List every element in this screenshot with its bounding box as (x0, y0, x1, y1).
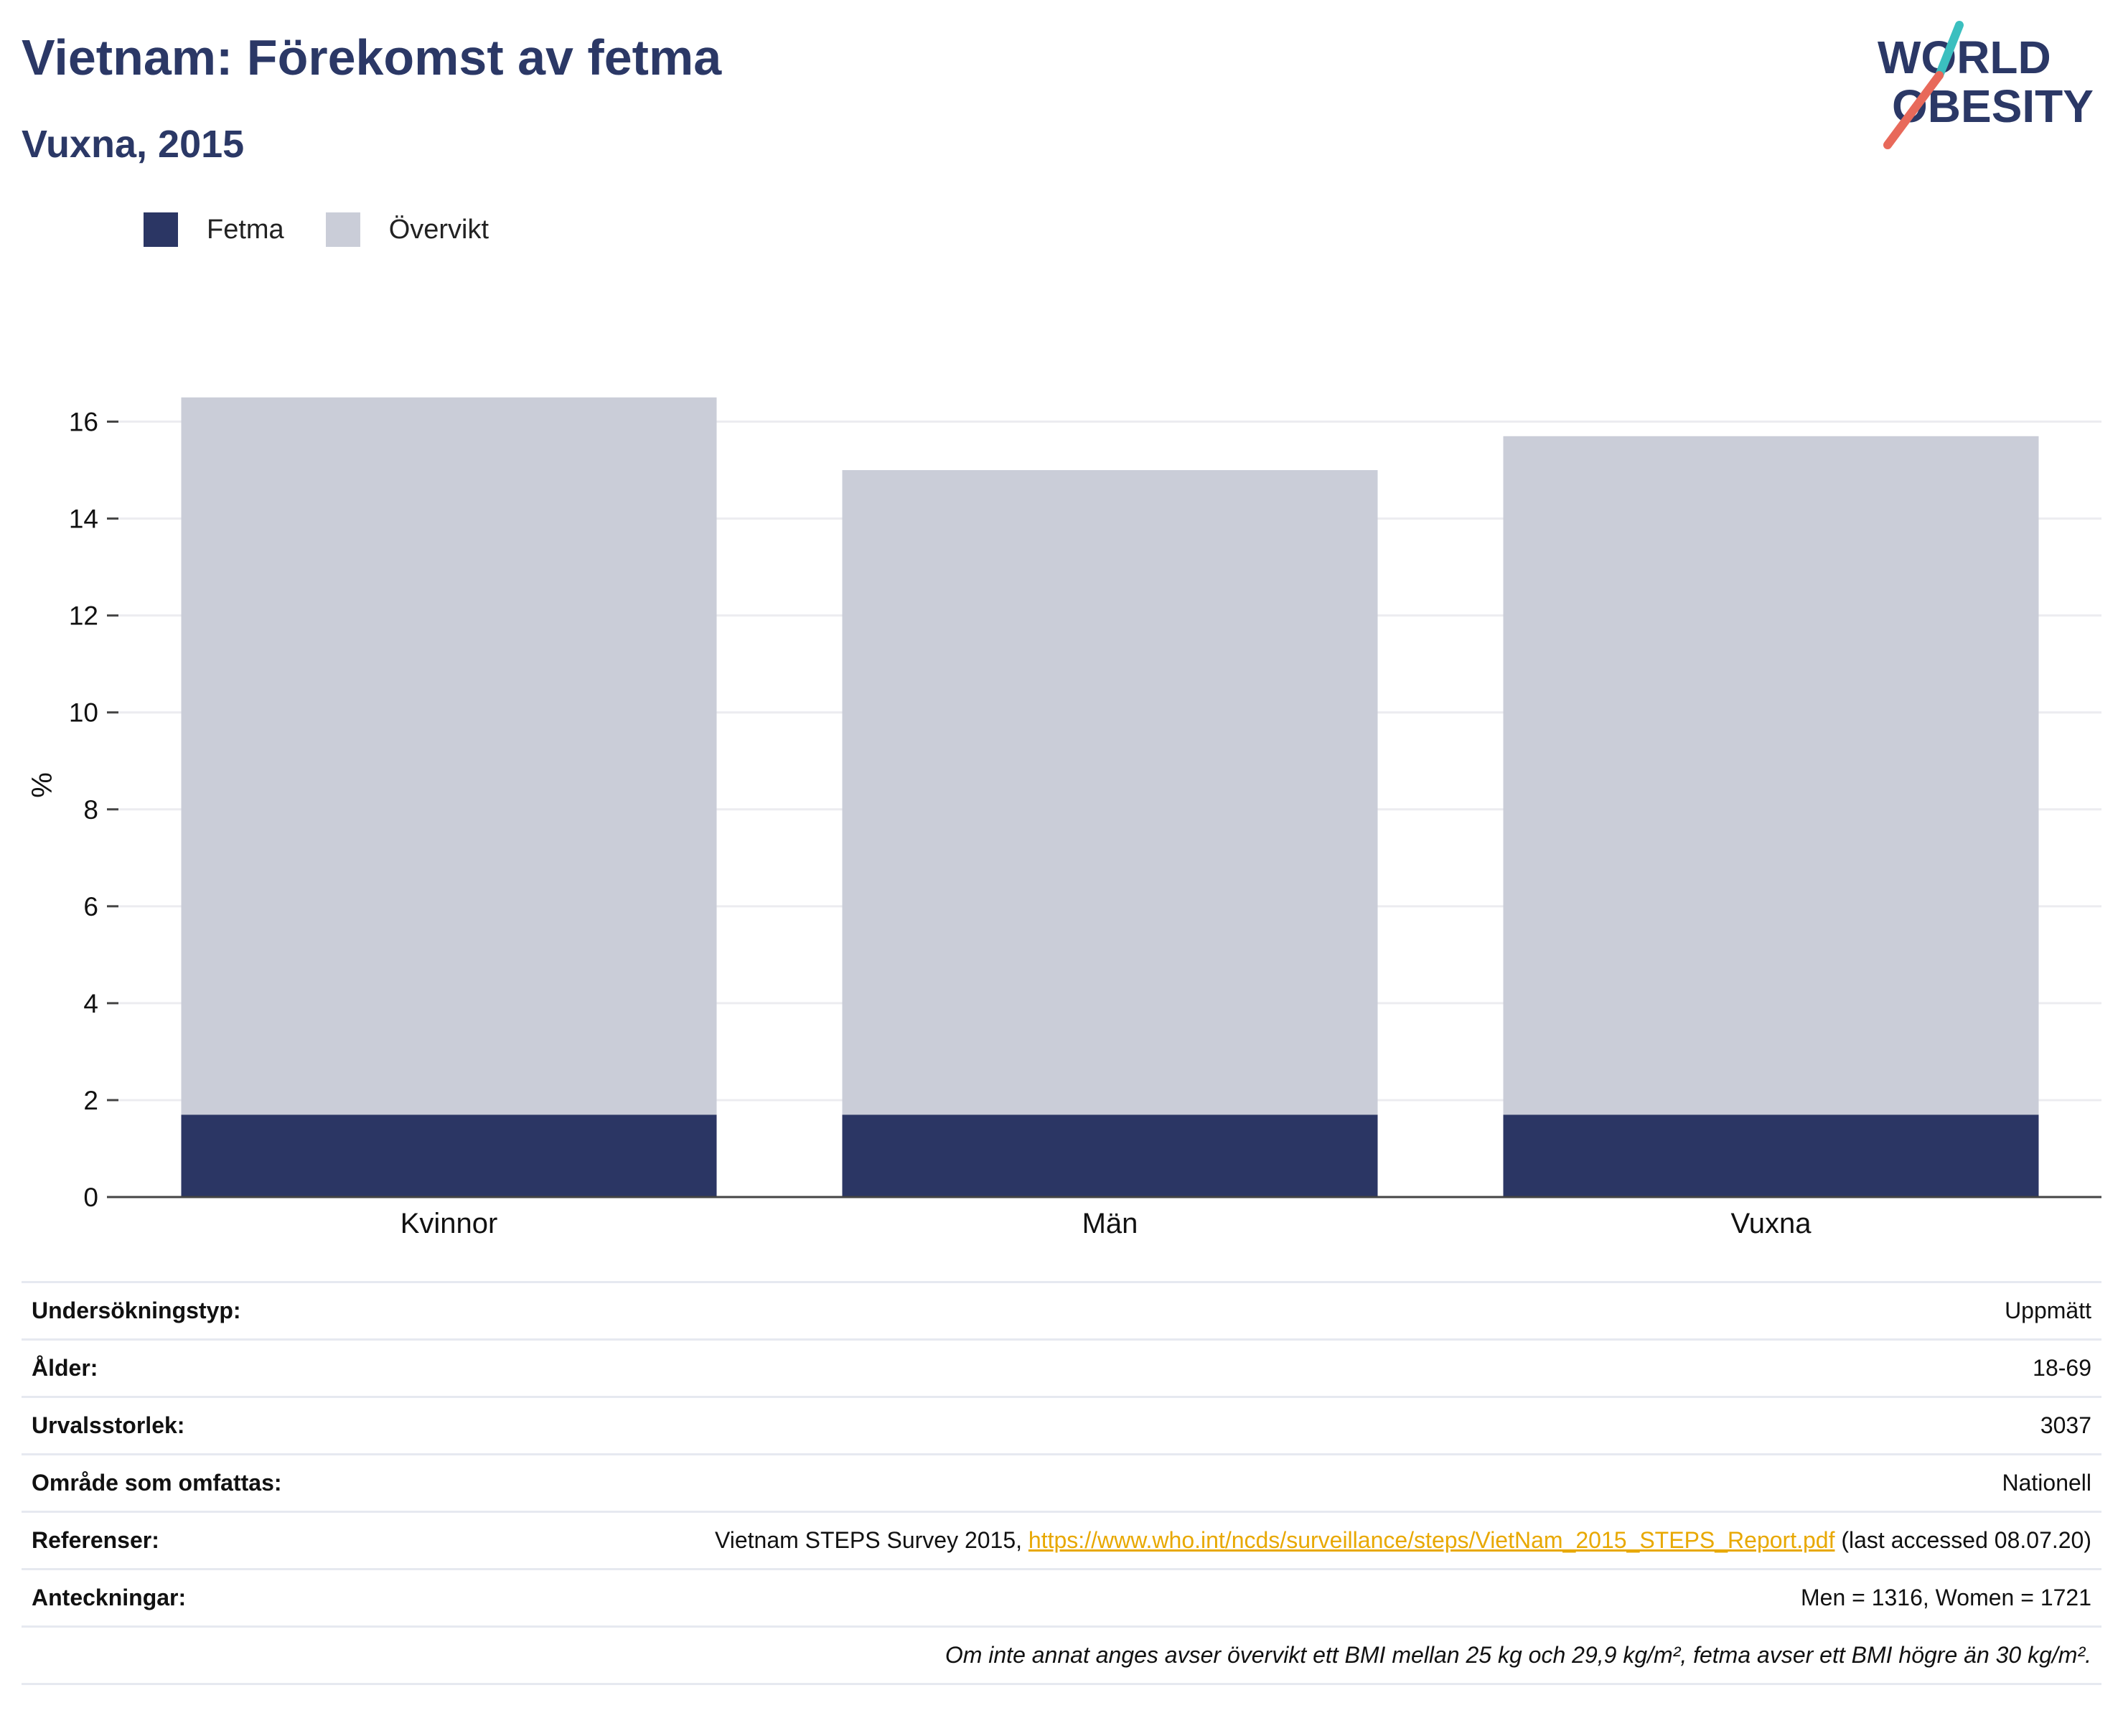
bar--vervikt-kvinnor (181, 397, 717, 1115)
y-tick-label: 16 (69, 408, 98, 437)
meta-key: Referenser: (32, 1527, 159, 1553)
meta-key: Ålder: (32, 1355, 98, 1381)
meta-value: 18-69 (2033, 1355, 2091, 1381)
meta-key: Område som omfattas: (32, 1470, 282, 1496)
meta-footnote: Om inte annat anges avser övervikt ett B… (22, 1628, 2101, 1685)
y-tick-label: 6 (83, 892, 98, 921)
meta-value: 3037 (2040, 1412, 2091, 1438)
bar--vervikt-vuxna (1503, 436, 2039, 1115)
logo-accent-coral (1883, 71, 1944, 149)
bar-fetma-kvinnor (181, 1115, 717, 1197)
meta-row-area: Område som omfattas: Nationell (22, 1455, 2101, 1513)
meta-value: Nationell (2002, 1470, 2091, 1496)
legend-label-overvikt: Övervikt (388, 214, 489, 245)
y-tick-label: 8 (83, 795, 98, 825)
bar-fetma-m-n (842, 1115, 1378, 1197)
bar-chart: 0 2 4 6 8 10 12 14 16% Kvinnor Män Vuxna (27, 397, 2101, 1239)
meta-row-survey-type: Undersökningstyp: Uppmätt (22, 1283, 2101, 1341)
meta-value: Uppmätt (2005, 1298, 2091, 1323)
y-axis-label: % (27, 772, 58, 798)
y-tick-label: 2 (83, 1086, 98, 1115)
chart-title: Vietnam: Förekomst av fetma (22, 29, 722, 85)
bar--vervikt-m-n (842, 470, 1378, 1115)
chart-legend: Fetma Övervikt (144, 212, 530, 247)
meta-value: Men = 1316, Women = 1721 (1800, 1585, 2091, 1610)
meta-row-notes: Anteckningar: Men = 1316, Women = 1721 (22, 1570, 2101, 1628)
meta-key: Undersökningstyp: (32, 1298, 241, 1323)
y-tick-label: 0 (83, 1183, 98, 1212)
legend-item-fetma[interactable]: Fetma (144, 212, 284, 247)
world-obesity-logo: WORLD OBESITY (1878, 21, 2094, 149)
logo-accent-teal (1935, 21, 1964, 80)
meta-row-references: Referenser: Vietnam STEPS Survey 2015, h… (22, 1513, 2101, 1570)
y-tick-label: 12 (69, 601, 98, 631)
logo-line1: WORLD (1878, 32, 2051, 83)
legend-swatch-fetma (144, 212, 178, 247)
y-tick-label: 4 (83, 989, 98, 1018)
meta-value: Vietnam STEPS Survey 2015, https://www.w… (715, 1527, 2091, 1554)
legend-swatch-overvikt (325, 212, 360, 247)
x-tick-label: Kvinnor (400, 1208, 498, 1239)
legend-item-overvikt[interactable]: Övervikt (325, 212, 489, 247)
reference-prefix: Vietnam STEPS Survey 2015, (714, 1527, 1028, 1553)
footnote-text: Om inte annat anges avser övervikt ett B… (945, 1642, 2091, 1668)
legend-label-fetma: Fetma (207, 214, 284, 245)
bar-fetma-vuxna (1503, 1115, 2039, 1197)
y-tick-label: 10 (69, 698, 98, 728)
meta-key: Anteckningar: (32, 1585, 187, 1610)
reference-suffix: (last accessed 08.07.20) (1834, 1527, 2091, 1553)
meta-row-age: Ålder: 18-69 (22, 1341, 2101, 1398)
x-tick-label: Män (1082, 1208, 1138, 1239)
metadata-table: Undersökningstyp: Uppmätt Ålder: 18-69 U… (22, 1281, 2101, 1685)
meta-key: Urvalsstorlek: (32, 1412, 185, 1438)
meta-row-sample-size: Urvalsstorlek: 3037 (22, 1398, 2101, 1455)
x-tick-label: Vuxna (1731, 1208, 1812, 1239)
reference-link[interactable]: https://www.who.int/ncds/surveillance/st… (1028, 1527, 1835, 1553)
y-tick-label: 14 (69, 505, 98, 534)
chart-subtitle: Vuxna, 2015 (22, 123, 245, 166)
logo-line2: OBESITY (1892, 80, 2094, 132)
